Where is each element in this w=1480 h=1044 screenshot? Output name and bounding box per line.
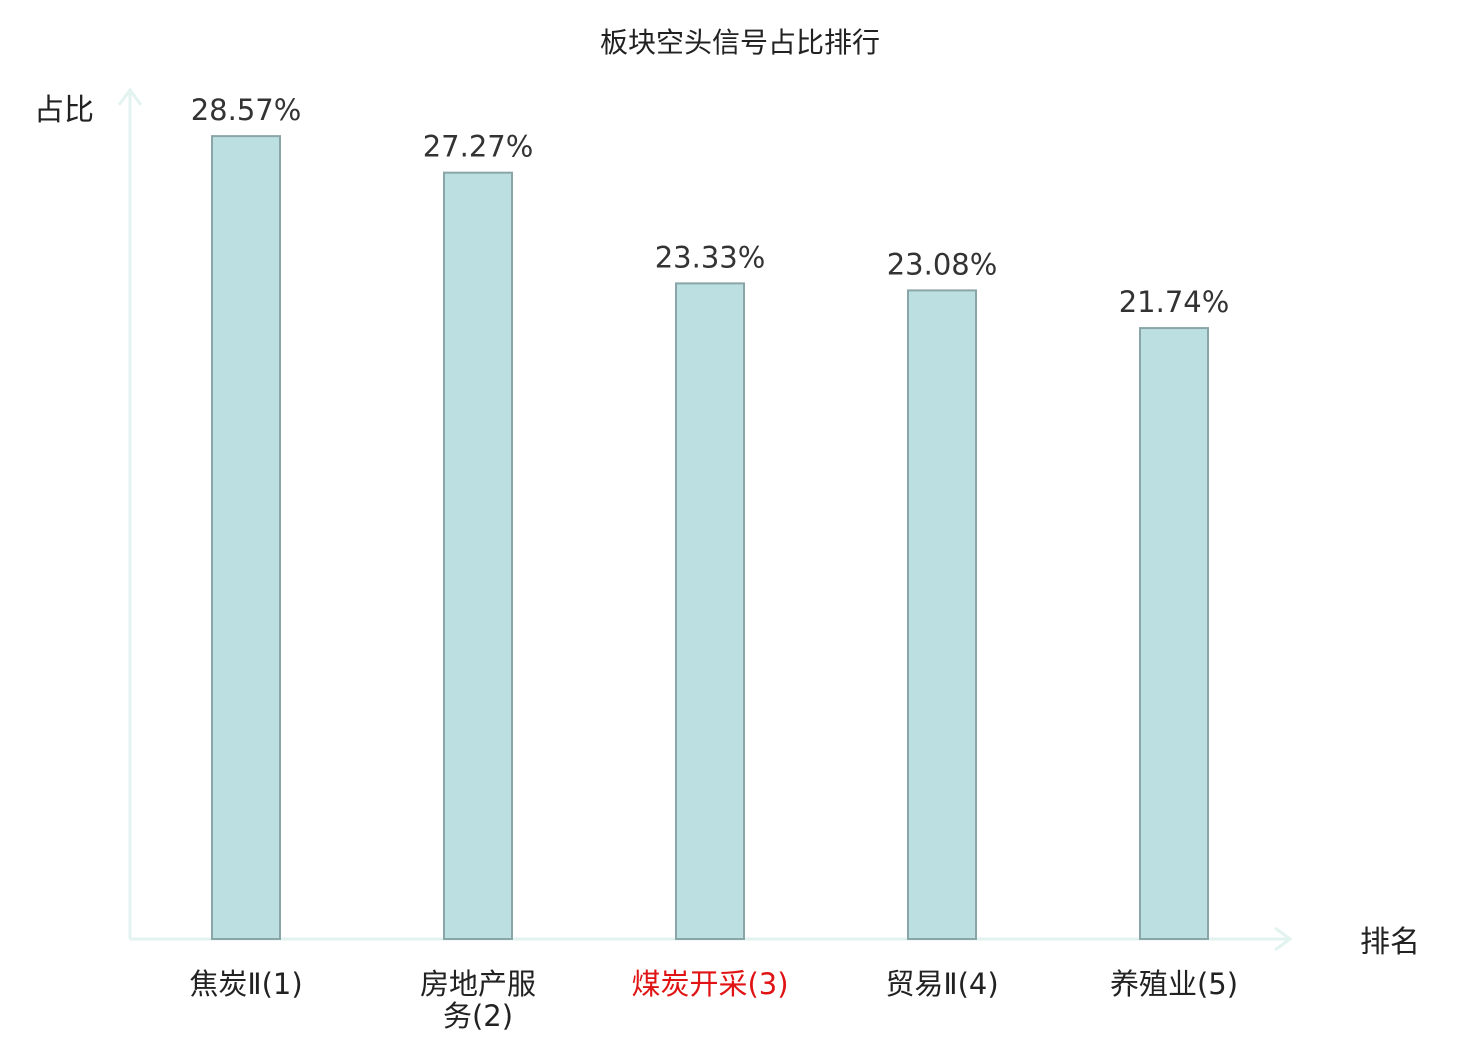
category-label: 房地产服 [420, 967, 536, 1001]
x-axis-label: 排名 [1360, 925, 1420, 960]
bar [675, 282, 745, 940]
bar-value-label: 21.74% [1119, 285, 1230, 319]
category-label: 养殖业(5) [1110, 967, 1238, 1001]
y-axis-label: 占比 [34, 93, 94, 128]
bar-value-label: 28.57% [191, 93, 302, 127]
bar-value-label: 27.27% [423, 130, 534, 164]
category-label: 务(2) [443, 999, 513, 1033]
bar [211, 135, 281, 940]
category-label: 贸易Ⅱ(4) [885, 967, 998, 1001]
bar-value-label: 23.08% [887, 247, 998, 281]
chart-title: 板块空头信号占比排行 [600, 26, 880, 59]
y-axis-arrow [117, 87, 143, 106]
category-label: 焦炭Ⅱ(1) [189, 967, 302, 1001]
bar [443, 171, 513, 940]
bar [1139, 327, 1209, 940]
x-axis-arrow [1274, 926, 1293, 952]
category-label: 煤炭开采(3) [631, 967, 788, 1001]
value-labels: 28.57% 27.27% 23.33% 23.08% 21.74% [191, 93, 1230, 319]
bar-value-label: 23.33% [655, 240, 766, 274]
bars [211, 135, 1209, 940]
bar [907, 289, 977, 940]
